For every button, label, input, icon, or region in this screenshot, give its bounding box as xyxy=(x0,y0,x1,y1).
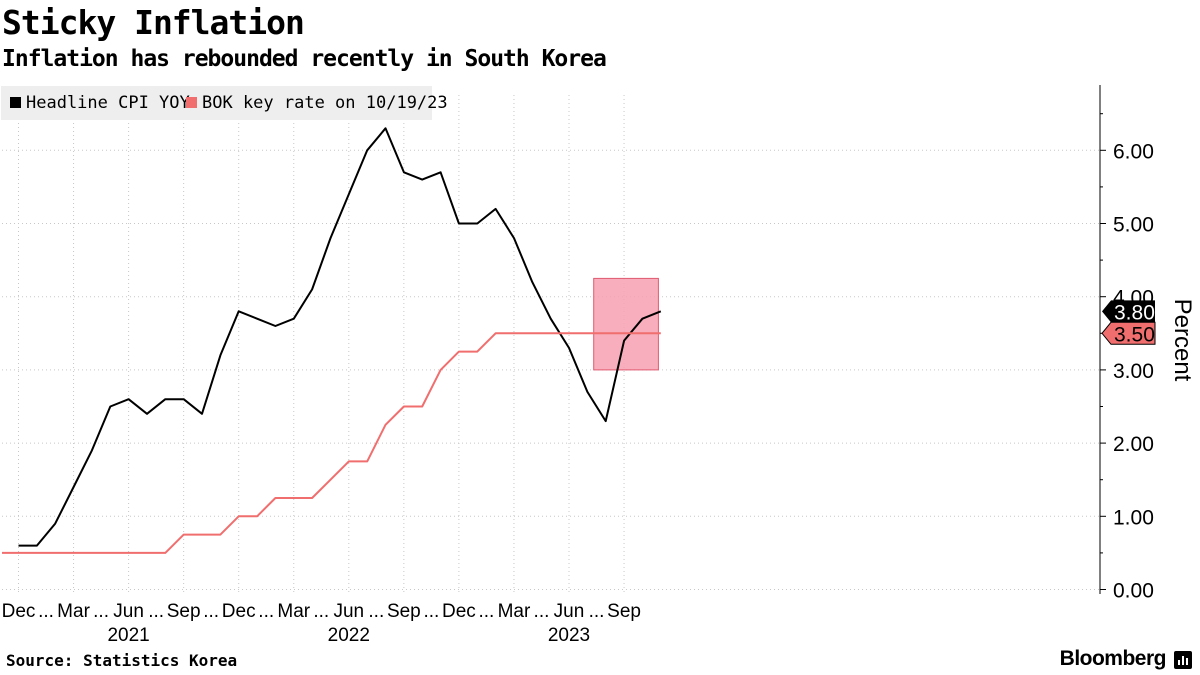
y-tick-label: 1.00 xyxy=(1113,506,1154,529)
y-tick-label: 3.00 xyxy=(1113,360,1154,383)
y-tick-label: 6.00 xyxy=(1113,140,1154,163)
chart-title: Sticky Inflation xyxy=(2,3,305,42)
x-tick-ellipsis: ... xyxy=(479,601,495,622)
x-tick-label: Dec xyxy=(222,601,256,622)
x-tick-label: Jun xyxy=(554,601,585,622)
x-tick-label: Mar xyxy=(57,601,90,622)
brand-logo-text: Bloomberg xyxy=(1059,647,1167,670)
x-tick-ellipsis: ... xyxy=(368,601,384,622)
x-tick-ellipsis: ... xyxy=(93,601,109,622)
y-tick-label: 2.00 xyxy=(1113,433,1154,456)
x-tick-label: Mar xyxy=(498,601,531,622)
x-tick-ellipsis: ... xyxy=(148,601,164,622)
x-tick-label: Dec xyxy=(2,601,36,622)
highlight-box xyxy=(593,277,659,371)
x-tick-label: Sep xyxy=(387,601,421,622)
x-tick-label: Dec xyxy=(442,601,476,622)
x-tick-label: Jun xyxy=(333,601,364,622)
y-tick-label: 0.00 xyxy=(1113,580,1154,603)
cpi-last-value-badge xyxy=(1102,300,1155,323)
x-tick-label: Mar xyxy=(277,601,310,622)
cpi-last-value-label: 3.80 xyxy=(1114,301,1155,324)
x-tick-ellipsis: ... xyxy=(313,601,329,622)
gridlines xyxy=(2,95,1100,594)
x-tick-ellipsis: ... xyxy=(534,601,550,622)
bok-last-value-badge xyxy=(1101,321,1156,345)
bloomberg-chart-icon xyxy=(1174,651,1192,669)
x-tick-label: Sep xyxy=(607,601,641,622)
x-year-label: 2021 xyxy=(107,625,149,646)
legend-swatch-bok xyxy=(186,97,197,108)
chart-subtitle: Inflation has rebounded recently in Sout… xyxy=(2,46,607,72)
x-tick-ellipsis: ... xyxy=(423,601,439,622)
source-note: Source: Statistics Korea xyxy=(6,651,238,670)
y-tick-label: 5.00 xyxy=(1113,214,1154,237)
x-tick-ellipsis: ... xyxy=(38,601,54,622)
legend-label-bok: BOK key rate on 10/19/23 xyxy=(202,93,448,113)
bok-rate-line xyxy=(2,332,661,554)
legend-label-cpi: Headline CPI YOY xyxy=(26,93,190,113)
x-tick-label: Jun xyxy=(113,601,144,622)
x-tick-ellipsis: ... xyxy=(203,601,219,622)
y-axis-title: Percent xyxy=(1169,299,1196,382)
x-tick-label: Sep xyxy=(167,601,201,622)
x-tick-ellipsis: ... xyxy=(258,601,274,622)
bok-last-value-label: 3.50 xyxy=(1114,323,1155,346)
legend-background xyxy=(1,86,432,120)
legend-swatch-cpi xyxy=(10,97,21,108)
x-year-label: 2022 xyxy=(328,625,370,646)
x-year-label: 2023 xyxy=(548,625,590,646)
x-tick-ellipsis: ... xyxy=(589,601,605,622)
cpi-line xyxy=(18,127,662,547)
legend: Headline CPI YOY BOK key rate on 10/19/2… xyxy=(1,86,448,120)
